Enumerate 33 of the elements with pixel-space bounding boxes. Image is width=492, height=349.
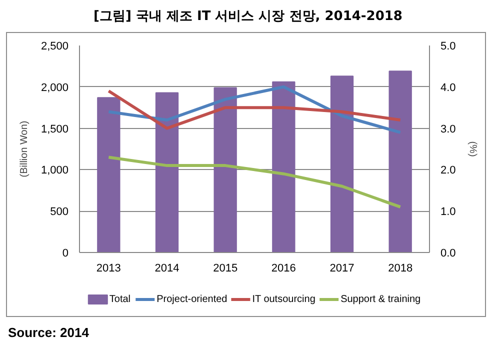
y-tick-label: 1,000 [40,164,69,177]
legend-label: Total [109,294,131,305]
x-tick-label: 2015 [213,262,238,274]
x-tick-label: 2013 [96,262,121,274]
legend-label: Support & training [340,294,421,305]
y-tick-label: 1,500 [40,123,69,136]
bar [388,70,412,252]
y-axis-title: (Billion Won) [18,120,30,178]
y-tick-label: 2,000 [40,82,69,94]
y2-tick-label: 2.0 [440,164,456,177]
legend-label: IT outsourcing [252,294,316,305]
bar [214,87,237,252]
y-tick-label: 500 [50,206,69,218]
source-note: Source: 2014 [8,324,89,342]
y2-tick-label: 3.0 [440,123,456,136]
y2-tick-label: 4.0 [440,82,456,94]
bar [272,81,296,252]
line-series [107,156,402,208]
chart-title: [그림] 국내 제조 IT 서비스 시장 전망, 2014-2018 [94,8,402,26]
y2-tick-label: 0.0 [440,248,456,260]
y2-tick-label: 5.0 [440,40,456,52]
bar [97,97,120,252]
y-tick-label: 0 [62,248,69,260]
x-tick-label: 2016 [271,262,296,274]
legend-label: Project-oriented [156,294,228,305]
x-tick-label: 2014 [154,262,180,274]
bar [330,76,354,252]
y2-axis-title: (%) [466,141,478,157]
x-tick-label: 2018 [388,262,413,274]
x-tick-label: 2017 [330,262,354,274]
y-tick-label: 2,500 [40,40,69,52]
y2-tick-label: 1.0 [440,206,456,218]
bar [155,92,179,252]
